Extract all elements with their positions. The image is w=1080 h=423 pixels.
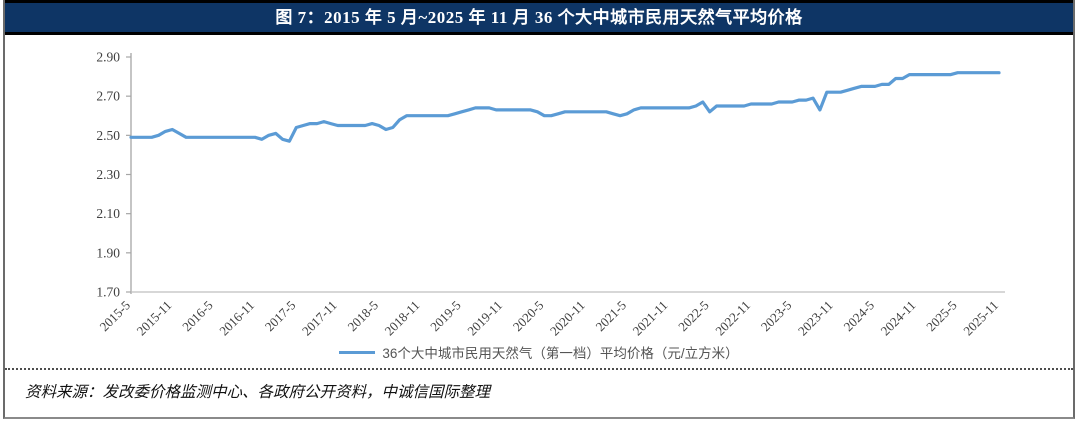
legend-line-marker (339, 350, 376, 354)
x-tick-label: 2016-11 (216, 298, 257, 339)
x-tick-label: 2025-5 (923, 298, 960, 335)
x-tick-label: 2020-11 (547, 298, 588, 339)
figure-panel: 图 7：2015 年 5 月~2025 年 11 月 36 个大中城市民用天然气… (3, 0, 1075, 419)
x-tick-label: 2018-11 (382, 298, 423, 339)
source-note: 资料来源：发改委价格监测中心、各政府公开资料，中诚信国际整理 (25, 384, 491, 401)
price-line (129, 71, 1001, 143)
x-tick-label: 2024-11 (878, 298, 919, 339)
figure-title: 图 7：2015 年 5 月~2025 年 11 月 36 个大中城市民用天然气… (275, 8, 803, 27)
x-tick-label: 2016-5 (179, 298, 216, 335)
x-tick-label: 2021-5 (592, 298, 629, 335)
x-tick-label: 2024-5 (840, 298, 877, 335)
x-tick-label: 2015-5 (96, 298, 133, 335)
x-tick-label: 2019-11 (464, 298, 505, 339)
x-tick-label: 2019-5 (427, 298, 464, 335)
y-tick-label: 2.10 (96, 206, 120, 221)
x-tick-label: 2020-5 (510, 298, 547, 335)
y-tick-label: 1.70 (96, 285, 120, 300)
figure-title-bar: 图 7：2015 年 5 月~2025 年 11 月 36 个大中城市民用天然气… (5, 0, 1073, 35)
x-tick-label: 2017-5 (262, 298, 299, 335)
x-tick-label: 2025-11 (960, 298, 1001, 339)
x-tick-label: 2023-5 (758, 298, 795, 335)
x-tick-label: 2015-11 (134, 298, 175, 339)
x-tick-label: 2022-11 (712, 298, 753, 339)
y-tick-label: 2.90 (96, 50, 120, 65)
price-line-chart: 1.70 1.90 2.10 2.30 2.50 2.70 2.90 2015-5 2015-1… (96, 50, 1005, 339)
source-note-row: 资料来源：发改委价格监测中心、各政府公开资料，中诚信国际整理 (5, 368, 1073, 412)
x-tick-label: 2021-11 (630, 298, 671, 339)
x-tick-label: 2023-11 (795, 298, 836, 339)
x-tick-label: 2017-11 (299, 298, 340, 339)
y-tick-label: 2.30 (96, 167, 120, 182)
chart-area: 1.70 1.90 2.10 2.30 2.50 2.70 2.90 2015-5 2015-1… (5, 35, 1073, 368)
x-tick-label: 2018-5 (344, 298, 381, 335)
y-tick-label: 2.70 (96, 89, 120, 104)
y-tick-label: 1.90 (96, 245, 120, 260)
legend-label: 36个大中城市民用天然气（第一档）平均价格（元/立方米） (382, 346, 739, 361)
x-tick-label: 2022-5 (675, 298, 712, 335)
y-tick-label: 2.50 (96, 128, 120, 143)
chart-legend: 36个大中城市民用天然气（第一档）平均价格（元/立方米） (5, 341, 1073, 363)
